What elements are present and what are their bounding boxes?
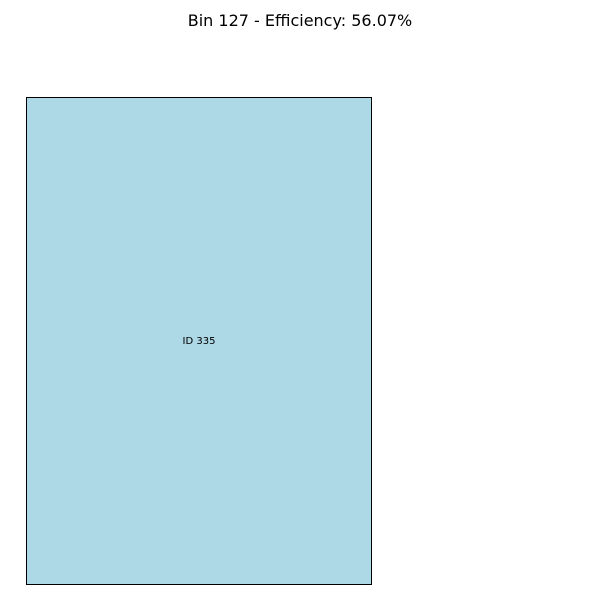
item-label: ID 335	[182, 335, 216, 347]
chart-title: Bin 127 - Efficiency: 56.07%	[187, 11, 413, 30]
bin-area: ID 335	[26, 97, 600, 585]
packed-item-335: ID 335	[26, 97, 372, 585]
